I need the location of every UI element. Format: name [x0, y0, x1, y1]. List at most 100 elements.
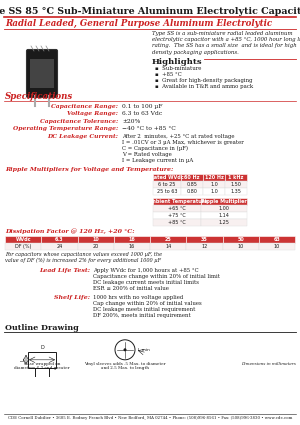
Text: 63: 63	[274, 237, 280, 242]
Bar	[259, 243, 295, 250]
Text: V = Rated voltage: V = Rated voltage	[122, 152, 172, 157]
Bar	[201, 205, 247, 212]
Bar	[259, 236, 295, 243]
Text: +65 °C: +65 °C	[168, 206, 186, 211]
Text: 1.35: 1.35	[231, 189, 242, 194]
Circle shape	[124, 348, 127, 351]
Text: Capacitance change within 20% of initial limit: Capacitance change within 20% of initial…	[93, 274, 220, 279]
Text: Outline Drawing: Outline Drawing	[5, 324, 79, 332]
Text: Operating Temperature Range:: Operating Temperature Range:	[13, 126, 118, 131]
Text: 1000 hrs with no voltage applied: 1000 hrs with no voltage applied	[93, 295, 183, 300]
Text: 1.50: 1.50	[231, 182, 242, 187]
Bar	[153, 205, 201, 212]
Text: 60 Hz: 60 Hz	[184, 175, 200, 180]
Text: 1.0: 1.0	[210, 182, 218, 187]
Text: Capacitance Tolerance:: Capacitance Tolerance:	[40, 119, 118, 124]
Text: Shelf Life:: Shelf Life:	[54, 295, 90, 300]
Text: rating.  The SS has a small size  and is ideal for high: rating. The SS has a small size and is i…	[152, 43, 297, 48]
Bar	[225, 181, 247, 188]
Bar	[203, 181, 225, 188]
Text: I = .01CV or 3 µA Max, whichever is greater: I = .01CV or 3 µA Max, whichever is grea…	[122, 140, 244, 145]
Bar	[41, 243, 77, 250]
Bar	[150, 243, 186, 250]
Text: 20: 20	[92, 244, 99, 249]
Text: After 2  minutes, +25 °C at rated voltage: After 2 minutes, +25 °C at rated voltage	[122, 134, 235, 139]
Bar	[153, 212, 201, 219]
Text: 1.0: 1.0	[210, 189, 218, 194]
Text: I = Leakage current in µA: I = Leakage current in µA	[122, 158, 193, 163]
FancyBboxPatch shape	[26, 49, 58, 97]
Bar	[28, 352, 56, 368]
Bar	[181, 174, 203, 181]
Text: 25 to 63: 25 to 63	[157, 189, 177, 194]
Bar	[203, 188, 225, 195]
Text: Dimensions in millimeters: Dimensions in millimeters	[241, 362, 296, 366]
Text: D: D	[40, 345, 44, 350]
Bar	[201, 198, 247, 205]
Text: 24: 24	[56, 244, 62, 249]
Text: L: L	[20, 358, 26, 361]
Text: 16: 16	[129, 244, 135, 249]
Bar	[77, 243, 114, 250]
Text: Ripple Multipliers for Voltage and Temperature:: Ripple Multipliers for Voltage and Tempe…	[5, 167, 173, 172]
Text: Highlights: Highlights	[152, 58, 202, 66]
Bar	[153, 198, 201, 205]
Text: Case wrapped on
diameters 6.3 and greater: Case wrapped on diameters 6.3 and greate…	[14, 362, 70, 371]
Text: Lead Life Test:: Lead Life Test:	[39, 268, 90, 273]
Text: 35: 35	[201, 237, 208, 242]
Text: DF (%): DF (%)	[15, 244, 31, 249]
Text: Apply WVdc for 1,000 hours at +85 °C: Apply WVdc for 1,000 hours at +85 °C	[93, 268, 199, 273]
Text: ▪  +85 °C: ▪ +85 °C	[155, 72, 182, 77]
Bar	[201, 212, 247, 219]
Bar	[223, 243, 259, 250]
Bar	[153, 174, 181, 181]
Text: 1.25: 1.25	[219, 220, 230, 225]
Text: 50: 50	[237, 237, 244, 242]
Bar	[181, 181, 203, 188]
Bar	[186, 236, 223, 243]
Text: 1.00: 1.00	[219, 206, 230, 211]
Text: value of DF (%) is increased 2% for every additional 1000 µF: value of DF (%) is increased 2% for ever…	[5, 257, 161, 263]
Text: 120 Hz: 120 Hz	[205, 175, 224, 180]
Text: +75 °C: +75 °C	[168, 213, 186, 218]
Bar	[114, 243, 150, 250]
Bar	[153, 188, 181, 195]
Text: 0.80: 0.80	[187, 189, 197, 194]
Text: ±20%: ±20%	[122, 119, 140, 124]
Text: 6.3: 6.3	[55, 237, 64, 242]
Bar	[150, 236, 186, 243]
Text: Capacitance Range:: Capacitance Range:	[51, 104, 118, 109]
Text: DC Leakage Current:: DC Leakage Current:	[47, 134, 118, 139]
Bar	[77, 236, 114, 243]
Text: Cap change within 20% of initial values: Cap change within 20% of initial values	[93, 301, 202, 306]
Text: Specifications: Specifications	[5, 92, 73, 101]
Text: Vinyl sleeves adds .5 Max. to diameter
and 2.5 Max. to length: Vinyl sleeves adds .5 Max. to diameter a…	[84, 362, 166, 371]
Text: density packaging applications.: density packaging applications.	[152, 50, 239, 54]
Text: DF 200%, meets initial requirement: DF 200%, meets initial requirement	[93, 313, 191, 318]
Text: 0.85: 0.85	[187, 182, 197, 187]
Bar	[203, 174, 225, 181]
Text: 1 kHz: 1 kHz	[228, 175, 244, 180]
Text: L min: L min	[138, 348, 150, 352]
Text: +85 °C: +85 °C	[168, 220, 186, 225]
Text: 25: 25	[165, 237, 172, 242]
Bar	[225, 188, 247, 195]
Bar	[223, 236, 259, 243]
Bar	[186, 243, 223, 250]
Text: 6.3 to 63 Vdc: 6.3 to 63 Vdc	[122, 111, 162, 116]
Text: DC leakage meets initial requirement: DC leakage meets initial requirement	[93, 307, 195, 312]
Bar	[225, 174, 247, 181]
Text: Radial Leaded, General Purpose Aluminum Electrolytic: Radial Leaded, General Purpose Aluminum …	[5, 19, 272, 28]
Text: 12: 12	[201, 244, 208, 249]
Text: CDE Cornell Dubilier • 3605 E. Rodney French Blvd • New Bedford, MA 02744 • Phon: CDE Cornell Dubilier • 3605 E. Rodney Fr…	[8, 416, 292, 420]
Bar	[41, 236, 77, 243]
Text: Ambient Temperature: Ambient Temperature	[147, 199, 207, 204]
Text: Dissipation Factor @ 120 Hz, +20 °C:: Dissipation Factor @ 120 Hz, +20 °C:	[5, 229, 134, 235]
Text: ▪  Sub-miniature: ▪ Sub-miniature	[155, 66, 201, 71]
Bar	[153, 219, 201, 226]
FancyBboxPatch shape	[30, 59, 54, 88]
Bar	[5, 243, 41, 250]
Bar	[114, 236, 150, 243]
Text: 16: 16	[128, 237, 135, 242]
Text: ▪  Available in T&R and ammo pack: ▪ Available in T&R and ammo pack	[155, 84, 253, 89]
